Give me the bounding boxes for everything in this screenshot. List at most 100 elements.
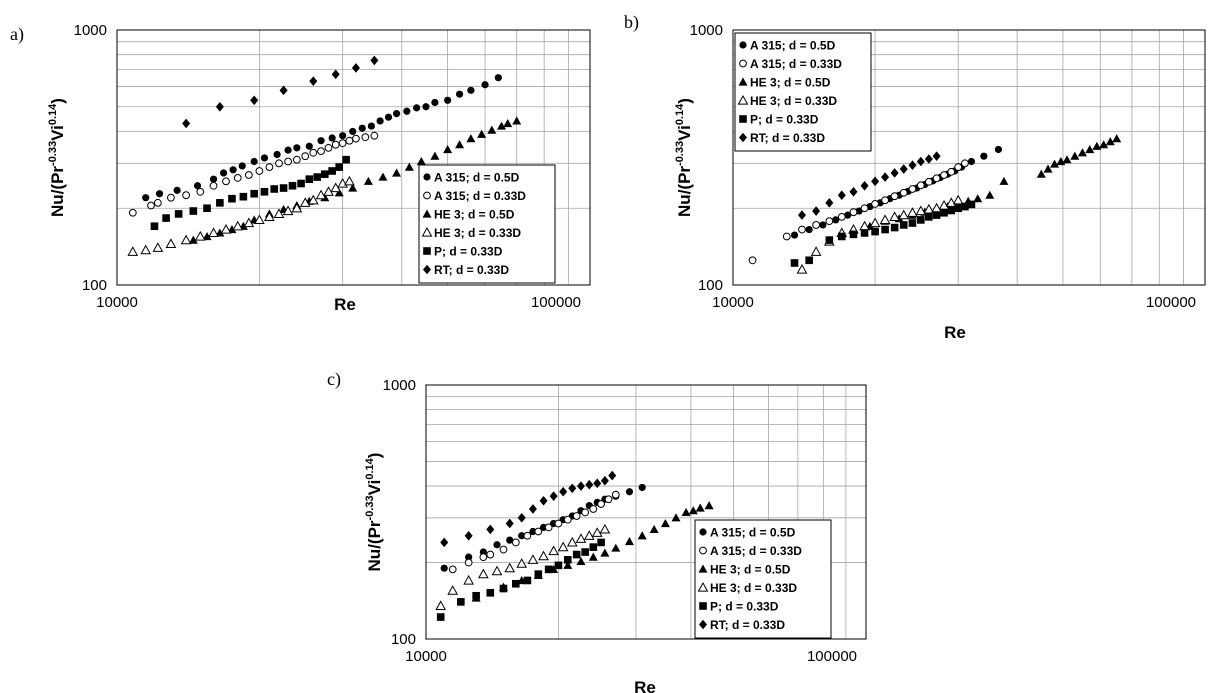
data-point — [367, 122, 375, 130]
data-point — [147, 201, 155, 210]
data-point — [923, 203, 935, 214]
legend-label: RT; d = 0.33D — [750, 131, 825, 145]
data-point — [572, 550, 581, 559]
data-point — [486, 550, 495, 559]
y-tick-label: 100 — [698, 277, 723, 294]
data-point — [812, 221, 821, 229]
data-point — [790, 259, 799, 267]
data-point — [291, 202, 303, 213]
legend-label: HE 3; d = 0.5D — [710, 563, 791, 577]
data-point — [384, 113, 393, 121]
data-point — [952, 194, 964, 205]
legend: A 315; d = 0.5D A 315; d = 0.33D HE 3; d =… — [418, 164, 556, 284]
data-point — [798, 225, 806, 234]
data-point — [889, 211, 900, 221]
data-point — [477, 568, 489, 579]
data-point — [961, 202, 969, 211]
y-axis-title-part: ) — [675, 98, 694, 104]
data-point — [447, 585, 459, 595]
data-point — [554, 561, 563, 570]
y-axis-title-part: Nu/(Pr — [675, 166, 694, 217]
data-point — [879, 214, 891, 225]
data-point — [335, 163, 344, 171]
legend-marker — [739, 41, 747, 49]
data-point — [299, 197, 311, 207]
data-point — [1036, 169, 1046, 178]
data-point — [486, 524, 495, 535]
y-axis-title-sup: 0.14 — [674, 103, 686, 125]
data-point — [363, 176, 373, 185]
data-point — [455, 90, 464, 98]
data-point — [916, 181, 925, 190]
series-3 — [471, 501, 714, 602]
data-point — [985, 190, 995, 199]
data-point — [481, 81, 489, 89]
data-point — [315, 189, 327, 200]
data-point — [273, 208, 285, 219]
legend-marker — [738, 77, 748, 86]
data-point — [487, 125, 497, 134]
series-4 — [127, 175, 355, 256]
data-point — [215, 228, 225, 237]
data-point — [215, 101, 224, 112]
data-point — [403, 107, 411, 115]
data-point — [825, 217, 834, 226]
legend-marker — [421, 226, 433, 237]
data-point — [924, 154, 933, 164]
data-point — [790, 231, 799, 239]
data-point — [392, 110, 401, 118]
data-point — [279, 184, 288, 192]
data-point — [317, 147, 325, 156]
data-point — [174, 210, 183, 218]
legend-box — [418, 164, 556, 284]
data-point — [284, 157, 292, 166]
data-point — [351, 63, 360, 73]
data-point — [681, 507, 691, 517]
data-point — [534, 570, 543, 578]
data-point — [328, 134, 336, 142]
data-point — [915, 205, 927, 216]
y-tick-label: 100 — [391, 631, 416, 648]
data-point — [208, 227, 219, 238]
data-point — [209, 181, 218, 190]
data-point — [517, 513, 526, 523]
data-point — [585, 479, 594, 490]
data-point — [557, 541, 569, 552]
legend-marker — [423, 191, 431, 200]
data-point — [967, 200, 976, 209]
data-point — [305, 142, 313, 150]
data-point — [305, 175, 314, 183]
data-point — [448, 565, 457, 574]
data-point — [370, 55, 379, 66]
data-point — [899, 188, 908, 197]
data-point — [440, 564, 448, 572]
y-axis-title-part: Nu/(Pr — [48, 166, 67, 217]
y-axis-title: Nu/(Pr-0.33Vi0.14) — [674, 98, 694, 217]
chart-panel-1: a) 100 1000 10000 100000 Re Nu/(Pr-0.33Vi0.14)… — [10, 22, 591, 314]
legend-label: A 315; d = 0.5D — [750, 39, 836, 53]
data-point — [196, 187, 205, 196]
data-point — [260, 188, 269, 196]
x-axis-title: Re — [634, 678, 656, 693]
y-tick-label: 1000 — [383, 377, 416, 394]
data-point — [523, 576, 532, 585]
data-point — [871, 227, 879, 236]
data-point — [554, 519, 563, 528]
data-point — [588, 552, 598, 561]
legend-marker — [739, 115, 747, 123]
data-point — [527, 554, 539, 564]
data-point — [871, 176, 880, 187]
data-point — [819, 221, 827, 229]
data-point — [600, 548, 610, 557]
data-point — [597, 500, 605, 508]
data-point — [599, 523, 611, 534]
data-point — [288, 181, 297, 190]
data-point — [162, 214, 170, 222]
data-point — [890, 168, 899, 178]
x-tick-label: 10000 — [405, 648, 447, 665]
legend-label: RT; d = 0.33D — [434, 263, 509, 277]
data-point — [264, 211, 275, 221]
data-point — [518, 532, 526, 540]
legend: A 315; d = 0.5D A 315; d = 0.33D HE 3; d =… — [694, 519, 832, 639]
data-point — [505, 518, 514, 529]
